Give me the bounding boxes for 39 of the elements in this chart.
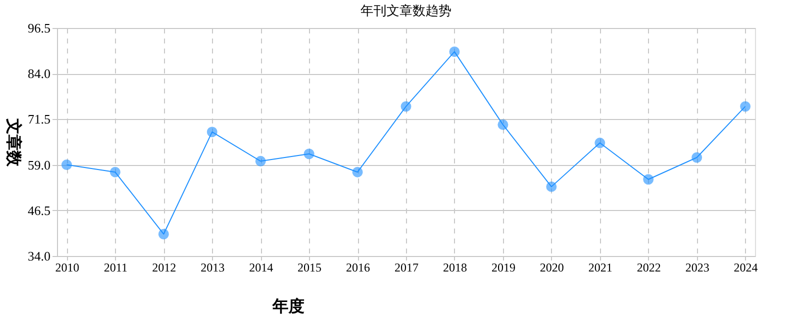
- point: [740, 101, 751, 112]
- point: [546, 181, 557, 192]
- x-tick-label: 2018: [442, 260, 467, 274]
- x-tick-label: 2021: [588, 260, 612, 274]
- point: [692, 152, 702, 163]
- point: [255, 156, 266, 166]
- point: [449, 46, 460, 57]
- x-tick-label: 2020: [540, 260, 564, 274]
- x-tick-label: 2024: [734, 260, 758, 274]
- point: [352, 166, 363, 178]
- point: [400, 101, 412, 112]
- y-tick-label: 34.0: [28, 248, 50, 264]
- x-tick-label: 2014: [249, 260, 274, 274]
- point: [498, 119, 508, 130]
- y-tick-label: 96.5: [28, 20, 50, 36]
- x-tick-label: 2016: [346, 260, 370, 274]
- x-tick-label: 2012: [152, 260, 176, 274]
- x-tick-label: 2022: [636, 260, 661, 274]
- point: [594, 138, 606, 148]
- y-tick-label: 84.0: [28, 66, 50, 82]
- chart-title: 年刊文章数趋势: [360, 3, 452, 18]
- y-tick-label: 59.0: [28, 157, 50, 172]
- y-axis-title: 文章数: [4, 118, 22, 168]
- x-tick-label: 2015: [298, 260, 322, 274]
- x-tick-label: 2017: [394, 260, 418, 274]
- x-tick-label: 2010: [55, 260, 80, 274]
- point: [61, 160, 72, 170]
- point: [158, 228, 169, 240]
- y-tick-label: 46.5: [28, 202, 50, 218]
- point: [643, 174, 654, 185]
- point: [110, 166, 120, 178]
- x-axis-title: 年度: [272, 296, 304, 316]
- x-tick-label: 2013: [200, 260, 225, 274]
- y-tick-label: 71.5: [28, 112, 50, 127]
- x-tick-label: 2011: [104, 260, 128, 274]
- point: [304, 148, 314, 160]
- point: [206, 126, 218, 138]
- x-tick-label: 2023: [685, 260, 710, 274]
- x-tick-label: 2019: [491, 260, 516, 274]
